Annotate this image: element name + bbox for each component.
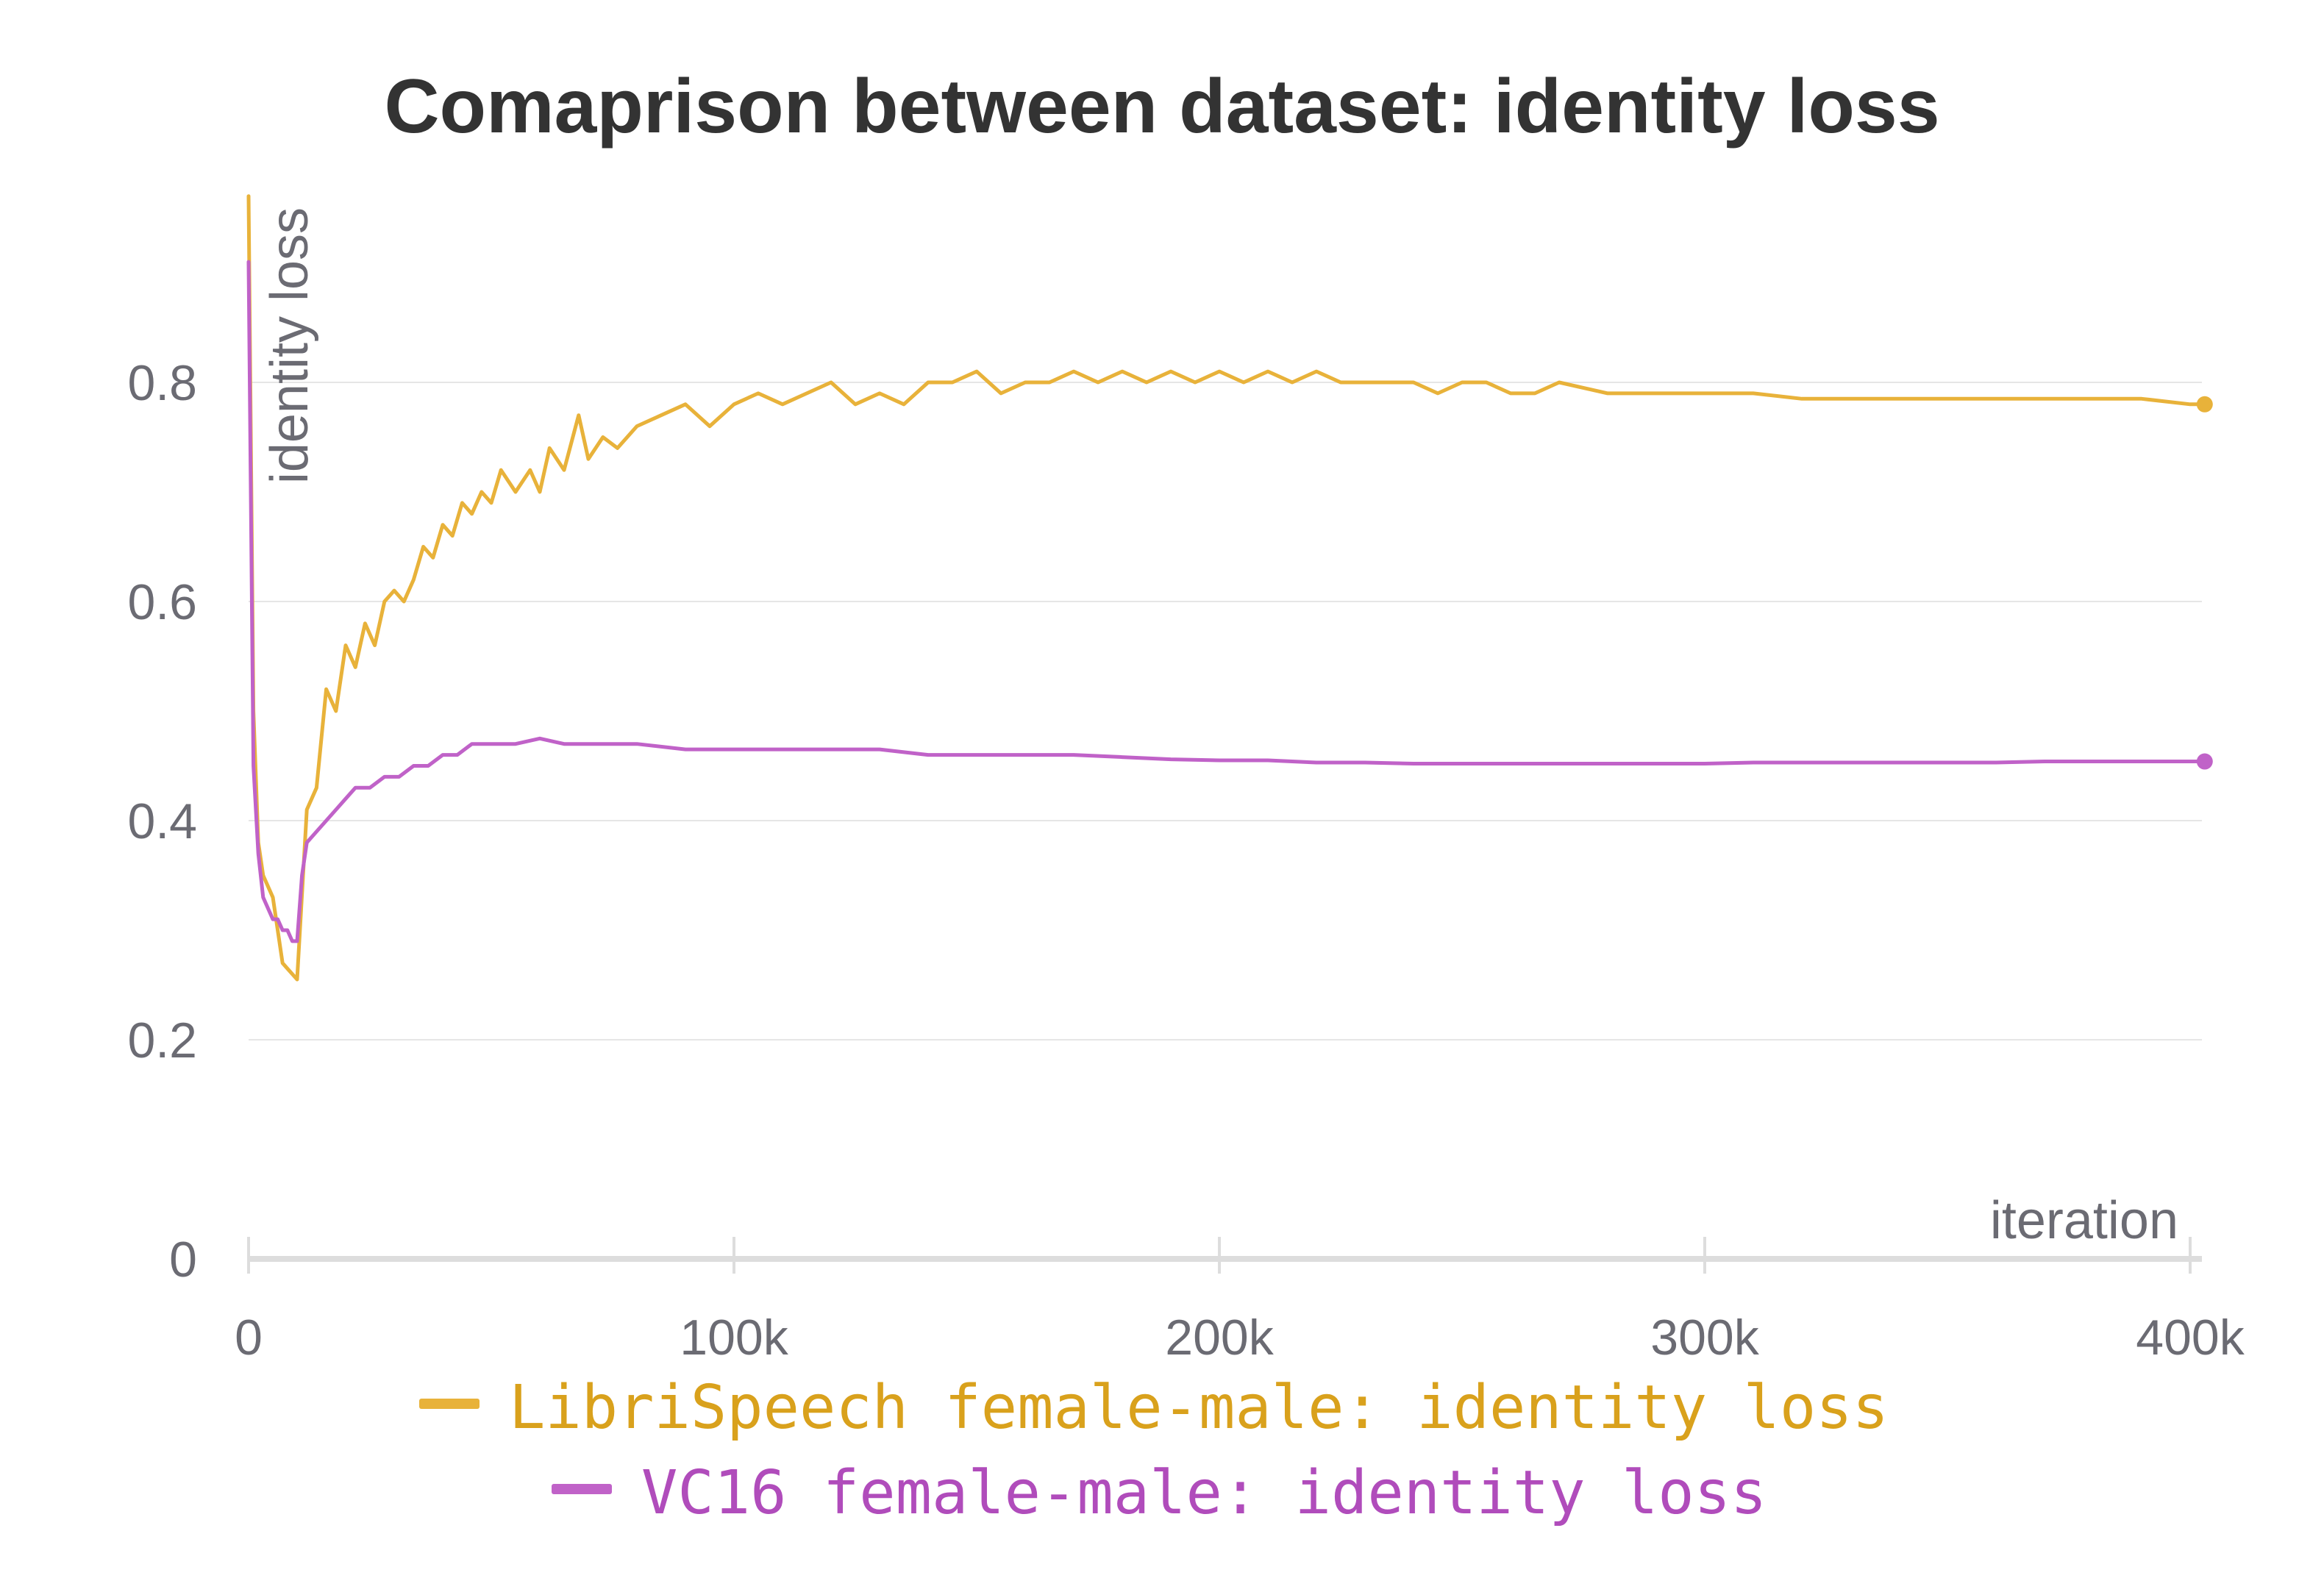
- legend: LibriSpeech female-male: identity loss V…: [419, 1373, 1889, 1528]
- series-line-vc16: [246, 260, 2207, 943]
- chart-title: Comaprison between dataset: identity los…: [384, 64, 1939, 149]
- legend-label-vc16: VC16 female-male: identity loss: [641, 1458, 1767, 1528]
- series-lines: [246, 194, 2213, 982]
- y-tick-label-2: 0.4: [127, 793, 197, 849]
- x-tick-label-1: 100k: [680, 1310, 788, 1366]
- legend-label-librispeech: LibriSpeech female-male: identity loss: [509, 1373, 1889, 1443]
- series-end-marker-vc16: [2196, 753, 2213, 770]
- legend-swatch-vc16: [552, 1484, 612, 1494]
- x-tick-label-0: 0: [235, 1310, 263, 1366]
- y-axis-ticks: 0 0.2 0.4 0.6 0.8: [127, 355, 197, 1288]
- x-tick-label-2: 200k: [1165, 1310, 1274, 1366]
- legend-item-vc16[interactable]: VC16 female-male: identity loss: [552, 1458, 1767, 1528]
- series-end-marker-librispeech: [2196, 396, 2213, 413]
- legend-swatch-librispeech: [419, 1399, 480, 1409]
- x-axis-ticks: 0 100k 200k 300k 400k: [235, 1237, 2245, 1366]
- legend-item-librispeech[interactable]: LibriSpeech female-male: identity loss: [419, 1373, 1889, 1443]
- y-tick-label-1: 0.2: [127, 1013, 197, 1068]
- y-axis-label: identity loss: [260, 207, 319, 484]
- x-tick-label-3: 300k: [1650, 1310, 1759, 1366]
- x-tick-label-4: 400k: [2136, 1310, 2245, 1366]
- y-tick-label-3: 0.6: [127, 574, 197, 630]
- series-line-librispeech: [246, 194, 2207, 982]
- x-axis-label: iteration: [1990, 1191, 2178, 1250]
- y-tick-label-4: 0.8: [127, 355, 197, 411]
- y-tick-label-0: 0: [169, 1232, 197, 1288]
- grid-lines: [249, 382, 2202, 1040]
